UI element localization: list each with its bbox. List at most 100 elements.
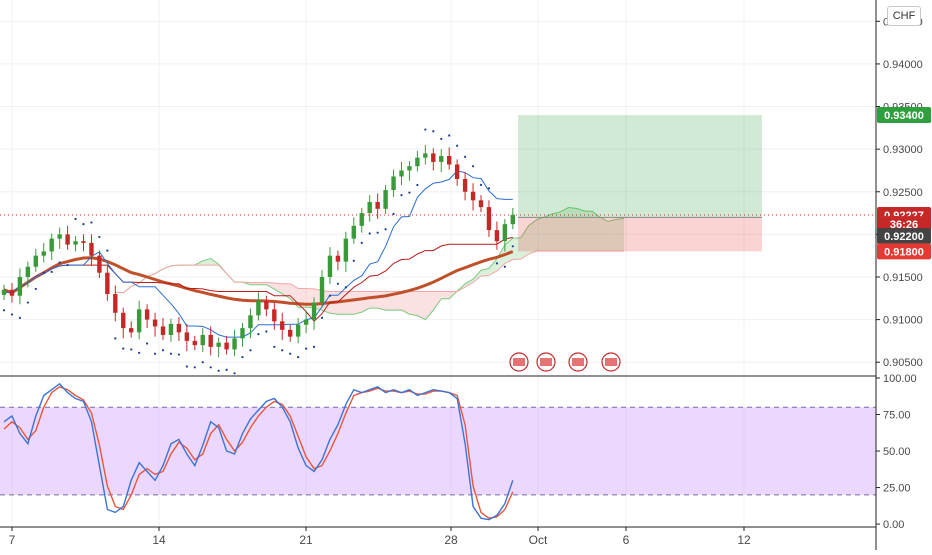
profit-zone — [518, 115, 762, 218]
candle-9 — [73, 236, 78, 252]
candle-body — [89, 242, 94, 256]
candle-body — [232, 338, 237, 350]
candle-1 — [9, 282, 15, 303]
candle-body — [264, 300, 269, 310]
cloud-segment-11 — [202, 258, 211, 266]
sar-dot-14 — [114, 337, 117, 340]
candle-20 — [160, 317, 166, 341]
candle-body — [168, 323, 174, 335]
price-tick-label-7: 0.91000 — [883, 315, 923, 327]
cloud-segment-61 — [600, 217, 609, 251]
candle-body — [200, 334, 205, 346]
candle-21 — [168, 318, 174, 342]
candle-body — [415, 157, 420, 167]
time-tick-label-3: 28 — [444, 533, 458, 547]
sar-dot-18 — [146, 342, 149, 345]
candle-33 — [264, 295, 269, 317]
candle-body — [351, 225, 356, 239]
candle-34 — [272, 302, 277, 330]
cloud-segment-63 — [616, 218, 625, 251]
price-badge-stop: 0.91800 — [877, 243, 931, 260]
candle-body — [152, 319, 158, 327]
sar-dot-4 — [34, 287, 37, 291]
flag-stripes — [572, 358, 584, 366]
cloud-segment-38 — [417, 291, 426, 320]
candle-body — [105, 272, 110, 295]
candle-41 — [327, 247, 333, 284]
candle-56 — [447, 147, 452, 170]
badge-label: 0.93400 — [884, 110, 924, 122]
sar-dot-52 — [416, 183, 419, 187]
candle-36 — [288, 324, 293, 342]
candle-15 — [121, 307, 126, 339]
candle-18 — [144, 304, 150, 329]
candle-45 — [359, 207, 364, 233]
position-boxes[interactable] — [518, 115, 762, 252]
senkou-span-b — [115, 250, 625, 294]
candle-58 — [462, 172, 468, 201]
price-tick-label-4: 0.92500 — [883, 187, 923, 199]
ichimoku-cloud — [115, 206, 625, 321]
candle-60 — [478, 195, 484, 213]
sar-dot-27 — [217, 369, 220, 372]
candle-17 — [136, 300, 142, 340]
candle-47 — [375, 193, 380, 220]
parabolic-sar — [2, 128, 514, 375]
candle-39 — [311, 297, 317, 330]
sar-dot-51 — [408, 191, 411, 194]
cloud-segment-54 — [544, 213, 553, 251]
sar-dot-32 — [257, 332, 260, 336]
sar-dot-47 — [376, 231, 379, 234]
candle-24 — [192, 335, 197, 351]
sar-dot-13 — [106, 249, 109, 252]
candle-body — [319, 276, 325, 303]
candle-body — [208, 334, 213, 347]
candle-6 — [49, 233, 54, 260]
candle-body — [383, 190, 388, 209]
badge-background — [877, 228, 931, 245]
cloud-segment-50 — [512, 237, 521, 260]
sar-dot-59 — [471, 165, 475, 168]
sar-dot-15 — [122, 347, 125, 350]
candle-35 — [280, 312, 285, 341]
flag-stripes — [513, 358, 525, 366]
sar-dot-33 — [265, 330, 268, 333]
candle-body — [129, 328, 134, 333]
cloud-segment-33 — [377, 291, 386, 311]
currency-label[interactable]: CHF — [887, 6, 921, 26]
candle-body — [494, 230, 500, 242]
candle-body — [256, 300, 261, 316]
candle-3 — [25, 261, 31, 288]
stoch-tick-label-0: 100.00 — [883, 373, 917, 385]
candle-29 — [232, 329, 237, 357]
candle-body — [176, 323, 182, 333]
candle-body — [367, 201, 372, 214]
flag-stripes — [605, 358, 617, 366]
candle-body — [399, 170, 404, 177]
sar-dot-35 — [281, 349, 284, 352]
cloud-segment-30 — [353, 291, 362, 315]
cloud-segment-39 — [425, 291, 434, 320]
candle-body — [470, 191, 476, 201]
sar-dot-36 — [289, 352, 292, 355]
candle-27 — [216, 337, 221, 358]
cloud-segment-49 — [504, 238, 513, 264]
event-flags[interactable] — [509, 352, 621, 372]
candle-14 — [113, 285, 118, 322]
candle-46 — [367, 195, 372, 222]
candle-40 — [319, 270, 325, 308]
flag-stripes — [540, 358, 552, 366]
cloud-segment-52 — [528, 219, 537, 254]
sar-dot-0 — [2, 309, 6, 312]
candle-2 — [17, 268, 23, 305]
stoch-tick-label-3: 25.00 — [883, 483, 911, 495]
event-flag-3 — [601, 352, 621, 372]
sar-dot-50 — [400, 194, 403, 197]
cloud-segment-18 — [258, 282, 267, 285]
candle-body — [423, 153, 428, 158]
sar-dot-25 — [201, 361, 204, 364]
candle-25 — [200, 328, 205, 352]
sar-dot-11 — [90, 221, 93, 224]
